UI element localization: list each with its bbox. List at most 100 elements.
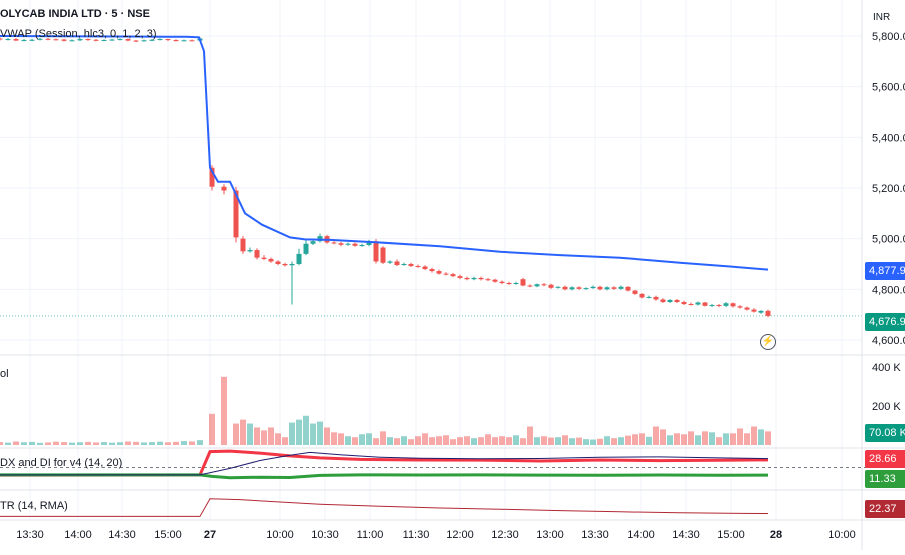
candle-body xyxy=(408,264,414,267)
volume-bar xyxy=(611,438,617,445)
adx-title[interactable]: DX and DI for v4 (14, 20) xyxy=(0,457,123,469)
flash-bolt-icon[interactable]: ⚡ xyxy=(760,334,776,350)
volume-title[interactable]: ol xyxy=(0,368,9,380)
volume-bars xyxy=(0,376,771,445)
volume-bar xyxy=(29,441,35,445)
adx-red-value-tag: 28.66 xyxy=(865,450,905,468)
x-tick-label: 13:30 xyxy=(16,529,44,541)
candle-body xyxy=(254,250,260,258)
volume-bar xyxy=(429,437,435,445)
candle-body xyxy=(189,40,195,42)
candle-body xyxy=(583,288,589,290)
volume-bar xyxy=(289,422,295,445)
volume-bar xyxy=(345,436,351,445)
last-price-tag: 4,676.9 xyxy=(865,313,905,331)
volume-bar xyxy=(485,434,491,445)
volume-bar xyxy=(310,423,316,445)
volume-bar xyxy=(555,437,561,445)
x-tick-label: 13:00 xyxy=(536,529,564,541)
volume-bar xyxy=(471,438,477,445)
volume-bar xyxy=(464,436,470,445)
volume-bar xyxy=(209,413,215,445)
volume-bar xyxy=(275,433,281,445)
volume-bar xyxy=(408,439,414,445)
atr-value-tag: 22.37 xyxy=(865,500,905,518)
volume-bar xyxy=(338,433,344,445)
candle-body xyxy=(597,286,603,290)
candle-body xyxy=(61,39,67,41)
y-tick-label: 4,600.0 xyxy=(872,335,905,347)
candle-body xyxy=(401,264,407,266)
candle-body xyxy=(275,261,281,264)
volume-bar xyxy=(240,419,246,445)
volume-bar xyxy=(499,436,505,445)
volume-bar xyxy=(141,442,147,445)
volume-bar xyxy=(359,434,365,445)
volume-bar xyxy=(744,433,750,445)
volume-bar xyxy=(723,433,729,445)
volume-bar xyxy=(450,439,456,445)
volume-bar xyxy=(165,442,171,445)
candle-body xyxy=(233,190,239,238)
candle-body xyxy=(37,38,43,40)
volume-bar xyxy=(352,437,358,445)
y-tick-label: 5,400.0 xyxy=(872,132,905,144)
candle-body xyxy=(702,302,708,306)
candle-body xyxy=(485,279,491,281)
volume-bar xyxy=(730,433,736,445)
volume-bar xyxy=(61,442,67,445)
candle-body xyxy=(268,258,274,262)
y-tick-label: 4,800.0 xyxy=(872,284,905,296)
x-tick-label: 14:30 xyxy=(108,529,136,541)
volume-bar xyxy=(422,433,428,445)
candle-body xyxy=(303,243,309,254)
candle-body xyxy=(13,39,19,41)
grid-layer xyxy=(0,0,862,520)
atr-title[interactable]: TR (14, RMA) xyxy=(0,500,68,512)
candle-body xyxy=(751,309,757,312)
candle-body xyxy=(373,241,379,262)
candle-body xyxy=(141,40,147,42)
candle-body xyxy=(133,40,139,42)
candle-body xyxy=(422,266,428,270)
volume-bar xyxy=(5,442,11,445)
volume-bar xyxy=(415,436,421,445)
volume-bar xyxy=(506,437,512,445)
vwap-title[interactable]: VWAP (Session, hlc3, 0, 1, 2, 3) xyxy=(0,28,157,40)
volume-bar xyxy=(401,436,407,445)
candle-body xyxy=(758,310,764,313)
volume-bar xyxy=(653,426,659,445)
x-tick-label: 11:30 xyxy=(403,529,430,541)
candle-body xyxy=(506,283,512,284)
candle-body xyxy=(541,284,547,286)
symbol-title[interactable]: OLYCAB INDIA LTD · 5 · NSE xyxy=(0,8,150,20)
candle-body xyxy=(548,284,554,288)
candle-body xyxy=(387,261,393,263)
volume-bar xyxy=(197,440,203,445)
volume-bar xyxy=(101,442,107,445)
volume-bar xyxy=(443,435,449,445)
volume-bar xyxy=(632,434,638,445)
candle-body xyxy=(478,277,484,280)
candle-body xyxy=(660,299,666,302)
volume-bar xyxy=(492,437,498,445)
volume-bar xyxy=(716,437,722,445)
candle-body xyxy=(77,39,83,41)
candle-body xyxy=(101,40,107,42)
candle-body xyxy=(618,286,624,289)
volume-bar xyxy=(21,442,27,445)
volume-bar xyxy=(303,415,309,445)
x-tick-label: 15:00 xyxy=(154,529,182,541)
candle-body xyxy=(5,39,11,41)
volume-tick-label: 200 K xyxy=(872,401,901,413)
volume-bar xyxy=(576,437,582,445)
candle-body xyxy=(737,306,743,308)
volume-bar xyxy=(149,442,155,445)
volume-bar xyxy=(688,431,694,445)
volume-bar xyxy=(562,435,568,445)
volume-bar xyxy=(625,435,631,445)
adx-navy-line xyxy=(0,451,769,476)
candle-body xyxy=(310,241,316,244)
